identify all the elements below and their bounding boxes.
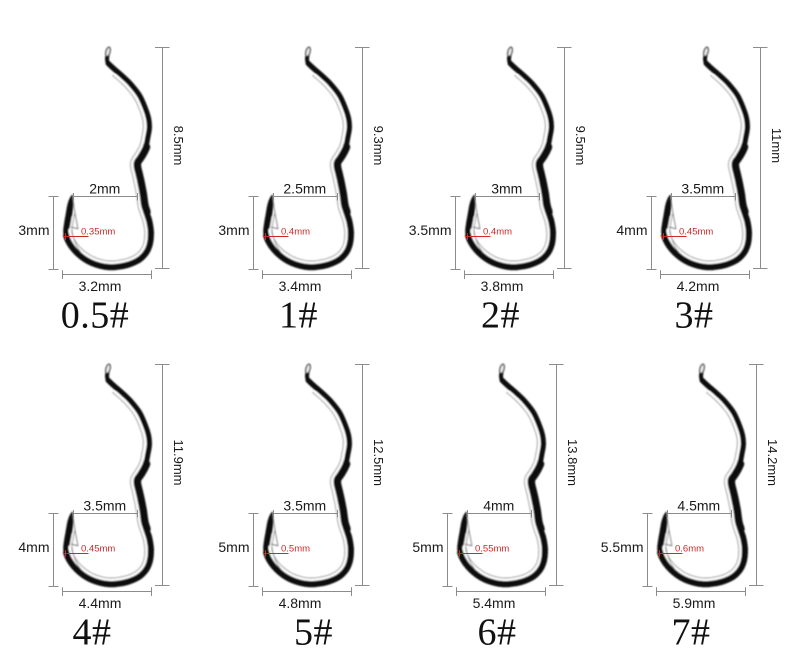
svg-text:12.5mm: 12.5mm [371,439,386,486]
svg-text:0.55mm: 0.55mm [475,543,509,554]
svg-text:4.4mm: 4.4mm [79,595,122,611]
svg-text:0.35mm: 0.35mm [81,226,115,237]
svg-text:5mm: 5mm [218,539,249,555]
svg-text:0.5mm: 0.5mm [281,543,310,554]
svg-text:4.5mm: 4.5mm [677,497,720,513]
svg-text:8.5mm: 8.5mm [171,126,186,166]
svg-text:7#: 7# [672,612,711,654]
svg-text:3#: 3# [675,295,714,337]
svg-text:11.9mm: 11.9mm [171,440,186,486]
svg-text:2.5mm: 2.5mm [283,180,326,196]
svg-text:9.3mm: 9.3mm [371,126,386,166]
svg-text:4#: 4# [73,612,112,654]
svg-text:0.5#: 0.5# [61,295,130,337]
svg-text:2mm: 2mm [89,180,120,196]
svg-text:11mm: 11mm [769,128,784,163]
svg-text:3mm: 3mm [491,180,522,196]
svg-text:3mm: 3mm [218,222,249,238]
svg-text:0.45mm: 0.45mm [679,226,713,237]
svg-text:4mm: 4mm [483,497,514,513]
svg-text:3.5mm: 3.5mm [409,222,452,238]
svg-text:5.4mm: 5.4mm [473,595,516,611]
svg-text:5.5mm: 5.5mm [601,539,644,555]
svg-text:9.5mm: 9.5mm [573,126,588,166]
svg-text:3mm: 3mm [18,222,49,238]
svg-text:2#: 2# [481,295,520,337]
svg-text:13.8mm: 13.8mm [565,439,580,486]
svg-text:5mm: 5mm [412,539,443,555]
svg-text:0.4mm: 0.4mm [281,226,310,237]
svg-text:3.5mm: 3.5mm [83,497,126,513]
svg-text:5.9mm: 5.9mm [673,595,716,611]
svg-text:5#: 5# [294,612,333,654]
svg-text:14.2mm: 14.2mm [765,439,780,486]
svg-text:6#: 6# [478,612,517,654]
svg-text:0.6mm: 0.6mm [675,543,704,554]
svg-text:3.5mm: 3.5mm [681,180,724,196]
svg-text:0.45mm: 0.45mm [81,543,115,554]
svg-text:4mm: 4mm [18,539,49,555]
svg-text:4.2mm: 4.2mm [677,278,720,294]
svg-text:1#: 1# [279,295,318,337]
svg-text:3.4mm: 3.4mm [279,278,322,294]
svg-text:3.2mm: 3.2mm [79,278,122,294]
svg-text:3.8mm: 3.8mm [481,278,524,294]
svg-text:0.4mm: 0.4mm [483,226,512,237]
svg-text:4.8mm: 4.8mm [279,595,322,611]
svg-text:3.5mm: 3.5mm [283,497,326,513]
svg-text:4mm: 4mm [616,222,647,238]
